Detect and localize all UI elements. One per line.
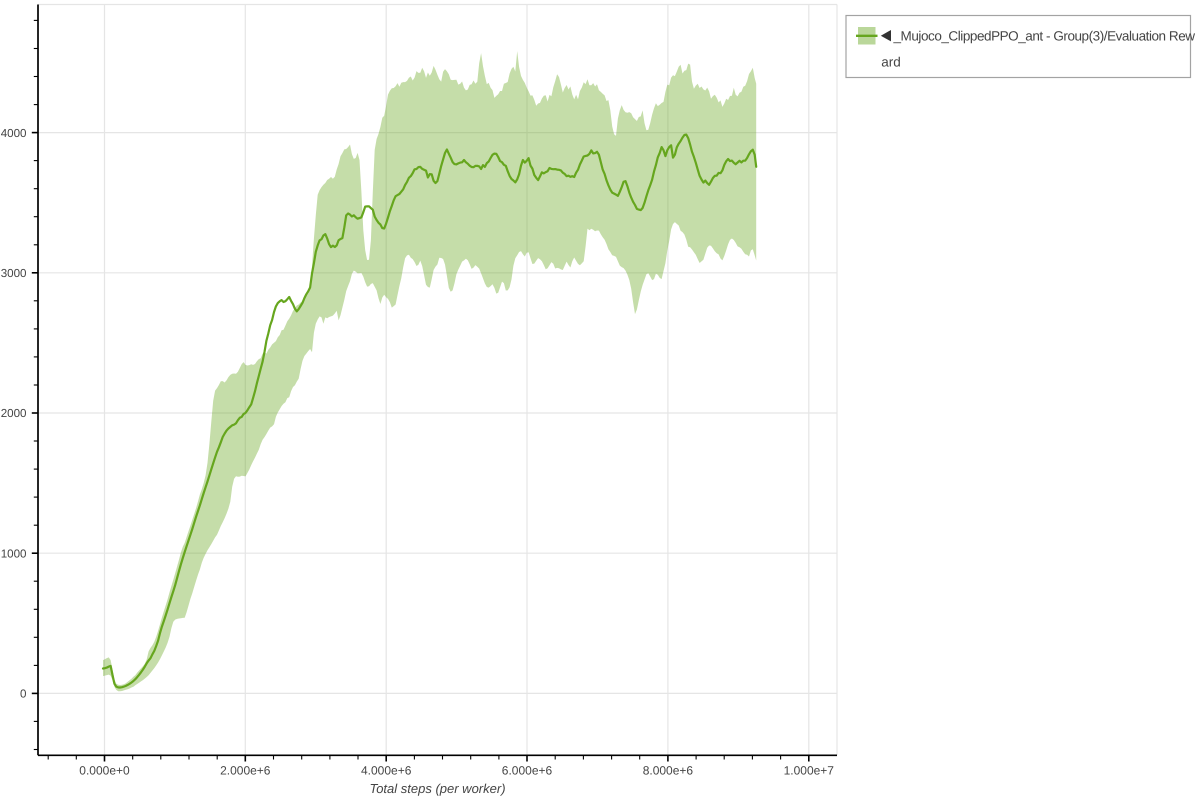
svg-text:8.000e+6: 8.000e+6 <box>643 764 694 778</box>
svg-text:1000: 1000 <box>1 547 27 560</box>
svg-text:4.000e+6: 4.000e+6 <box>361 764 412 778</box>
svg-text:3000: 3000 <box>1 267 27 280</box>
svg-text:ard: ard <box>881 54 901 69</box>
svg-text:6.000e+6: 6.000e+6 <box>502 764 553 778</box>
svg-text:4000: 4000 <box>1 127 27 140</box>
svg-text:_Mujoco_ClippedPPO_ant - Group: _Mujoco_ClippedPPO_ant - Group(3)/Evalua… <box>893 28 1196 43</box>
svg-text:2.000e+6: 2.000e+6 <box>220 764 271 778</box>
svg-text:0.000e+0: 0.000e+0 <box>79 764 130 778</box>
svg-text:0: 0 <box>20 688 26 701</box>
svg-text:2000: 2000 <box>1 407 27 420</box>
svg-text:1.000e+7: 1.000e+7 <box>784 764 835 778</box>
svg-text:Total steps (per worker): Total steps (per worker) <box>369 781 505 796</box>
